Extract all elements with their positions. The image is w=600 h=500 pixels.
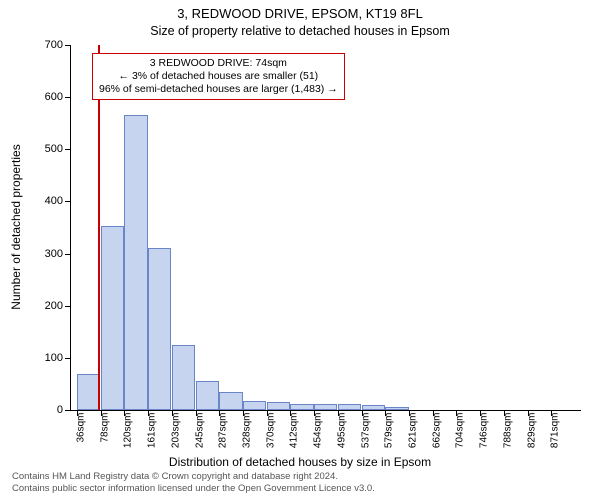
y-tick: [65, 97, 71, 98]
x-tick-label: 78sqm: [99, 413, 110, 443]
y-tick: [65, 45, 71, 46]
y-tick-label: 600: [45, 91, 63, 103]
x-tick-label: 662sqm: [431, 413, 442, 449]
annotation-line: 96% of semi-detached houses are larger (…: [99, 83, 338, 96]
footer-line: Contains HM Land Registry data © Crown c…: [12, 471, 375, 483]
y-tick: [65, 410, 71, 411]
x-tick-label: 454sqm: [313, 413, 324, 449]
x-tick-label: 829sqm: [526, 413, 537, 449]
histogram-bar: [219, 392, 242, 410]
histogram-bar: [267, 402, 290, 410]
annotation-line: 3 REDWOOD DRIVE: 74sqm: [99, 57, 338, 70]
x-tick-label: 203sqm: [170, 413, 181, 449]
x-tick-label: 245sqm: [194, 413, 205, 449]
histogram-bar: [385, 407, 408, 410]
x-tick-label: 120sqm: [123, 413, 134, 449]
chart-container: 3, REDWOOD DRIVE, EPSOM, KT19 8FL Size o…: [0, 0, 600, 500]
y-tick: [65, 358, 71, 359]
histogram-bar: [101, 226, 124, 410]
y-axis-label: Number of detached properties: [9, 144, 23, 309]
chart-subtitle: Size of property relative to detached ho…: [0, 24, 600, 38]
chart-title: 3, REDWOOD DRIVE, EPSOM, KT19 8FL: [0, 6, 600, 21]
x-tick-label: 788sqm: [502, 413, 513, 449]
attribution-footer: Contains HM Land Registry data © Crown c…: [12, 471, 375, 495]
x-tick-label: 621sqm: [408, 413, 419, 449]
y-tick-label: 0: [57, 404, 63, 416]
histogram-bar: [290, 404, 313, 410]
x-tick-label: 287sqm: [218, 413, 229, 449]
histogram-bar: [148, 248, 171, 410]
x-tick-label: 746sqm: [479, 413, 490, 449]
y-tick-label: 300: [45, 248, 63, 260]
x-tick-label: 871sqm: [550, 413, 561, 449]
histogram-bar: [124, 115, 147, 410]
histogram-bar: [243, 401, 266, 410]
x-tick-label: 161sqm: [147, 413, 158, 449]
x-tick-label: 328sqm: [242, 413, 253, 449]
histogram-bar: [196, 381, 219, 410]
y-tick-label: 700: [45, 39, 63, 51]
x-axis-label: Distribution of detached houses by size …: [0, 455, 600, 469]
histogram-bar: [362, 405, 385, 410]
x-tick-label: 579sqm: [384, 413, 395, 449]
y-tick-label: 400: [45, 195, 63, 207]
x-tick-label: 704sqm: [455, 413, 466, 449]
y-tick: [65, 201, 71, 202]
histogram-bar: [338, 404, 361, 410]
y-tick-label: 200: [45, 300, 63, 312]
x-tick-label: 537sqm: [360, 413, 371, 449]
histogram-bar: [314, 404, 337, 410]
x-tick-label: 370sqm: [265, 413, 276, 449]
y-tick: [65, 254, 71, 255]
y-tick: [65, 306, 71, 307]
annotation-line: ← 3% of detached houses are smaller (51): [99, 70, 338, 83]
y-tick-label: 500: [45, 143, 63, 155]
reference-annotation: 3 REDWOOD DRIVE: 74sqm ← 3% of detached …: [92, 53, 345, 100]
y-tick-label: 100: [45, 352, 63, 364]
x-tick-label: 495sqm: [336, 413, 347, 449]
histogram-bar: [172, 345, 195, 410]
footer-line: Contains public sector information licen…: [12, 483, 375, 495]
x-tick-label: 36sqm: [76, 413, 87, 443]
y-tick: [65, 149, 71, 150]
x-tick-label: 412sqm: [289, 413, 300, 449]
